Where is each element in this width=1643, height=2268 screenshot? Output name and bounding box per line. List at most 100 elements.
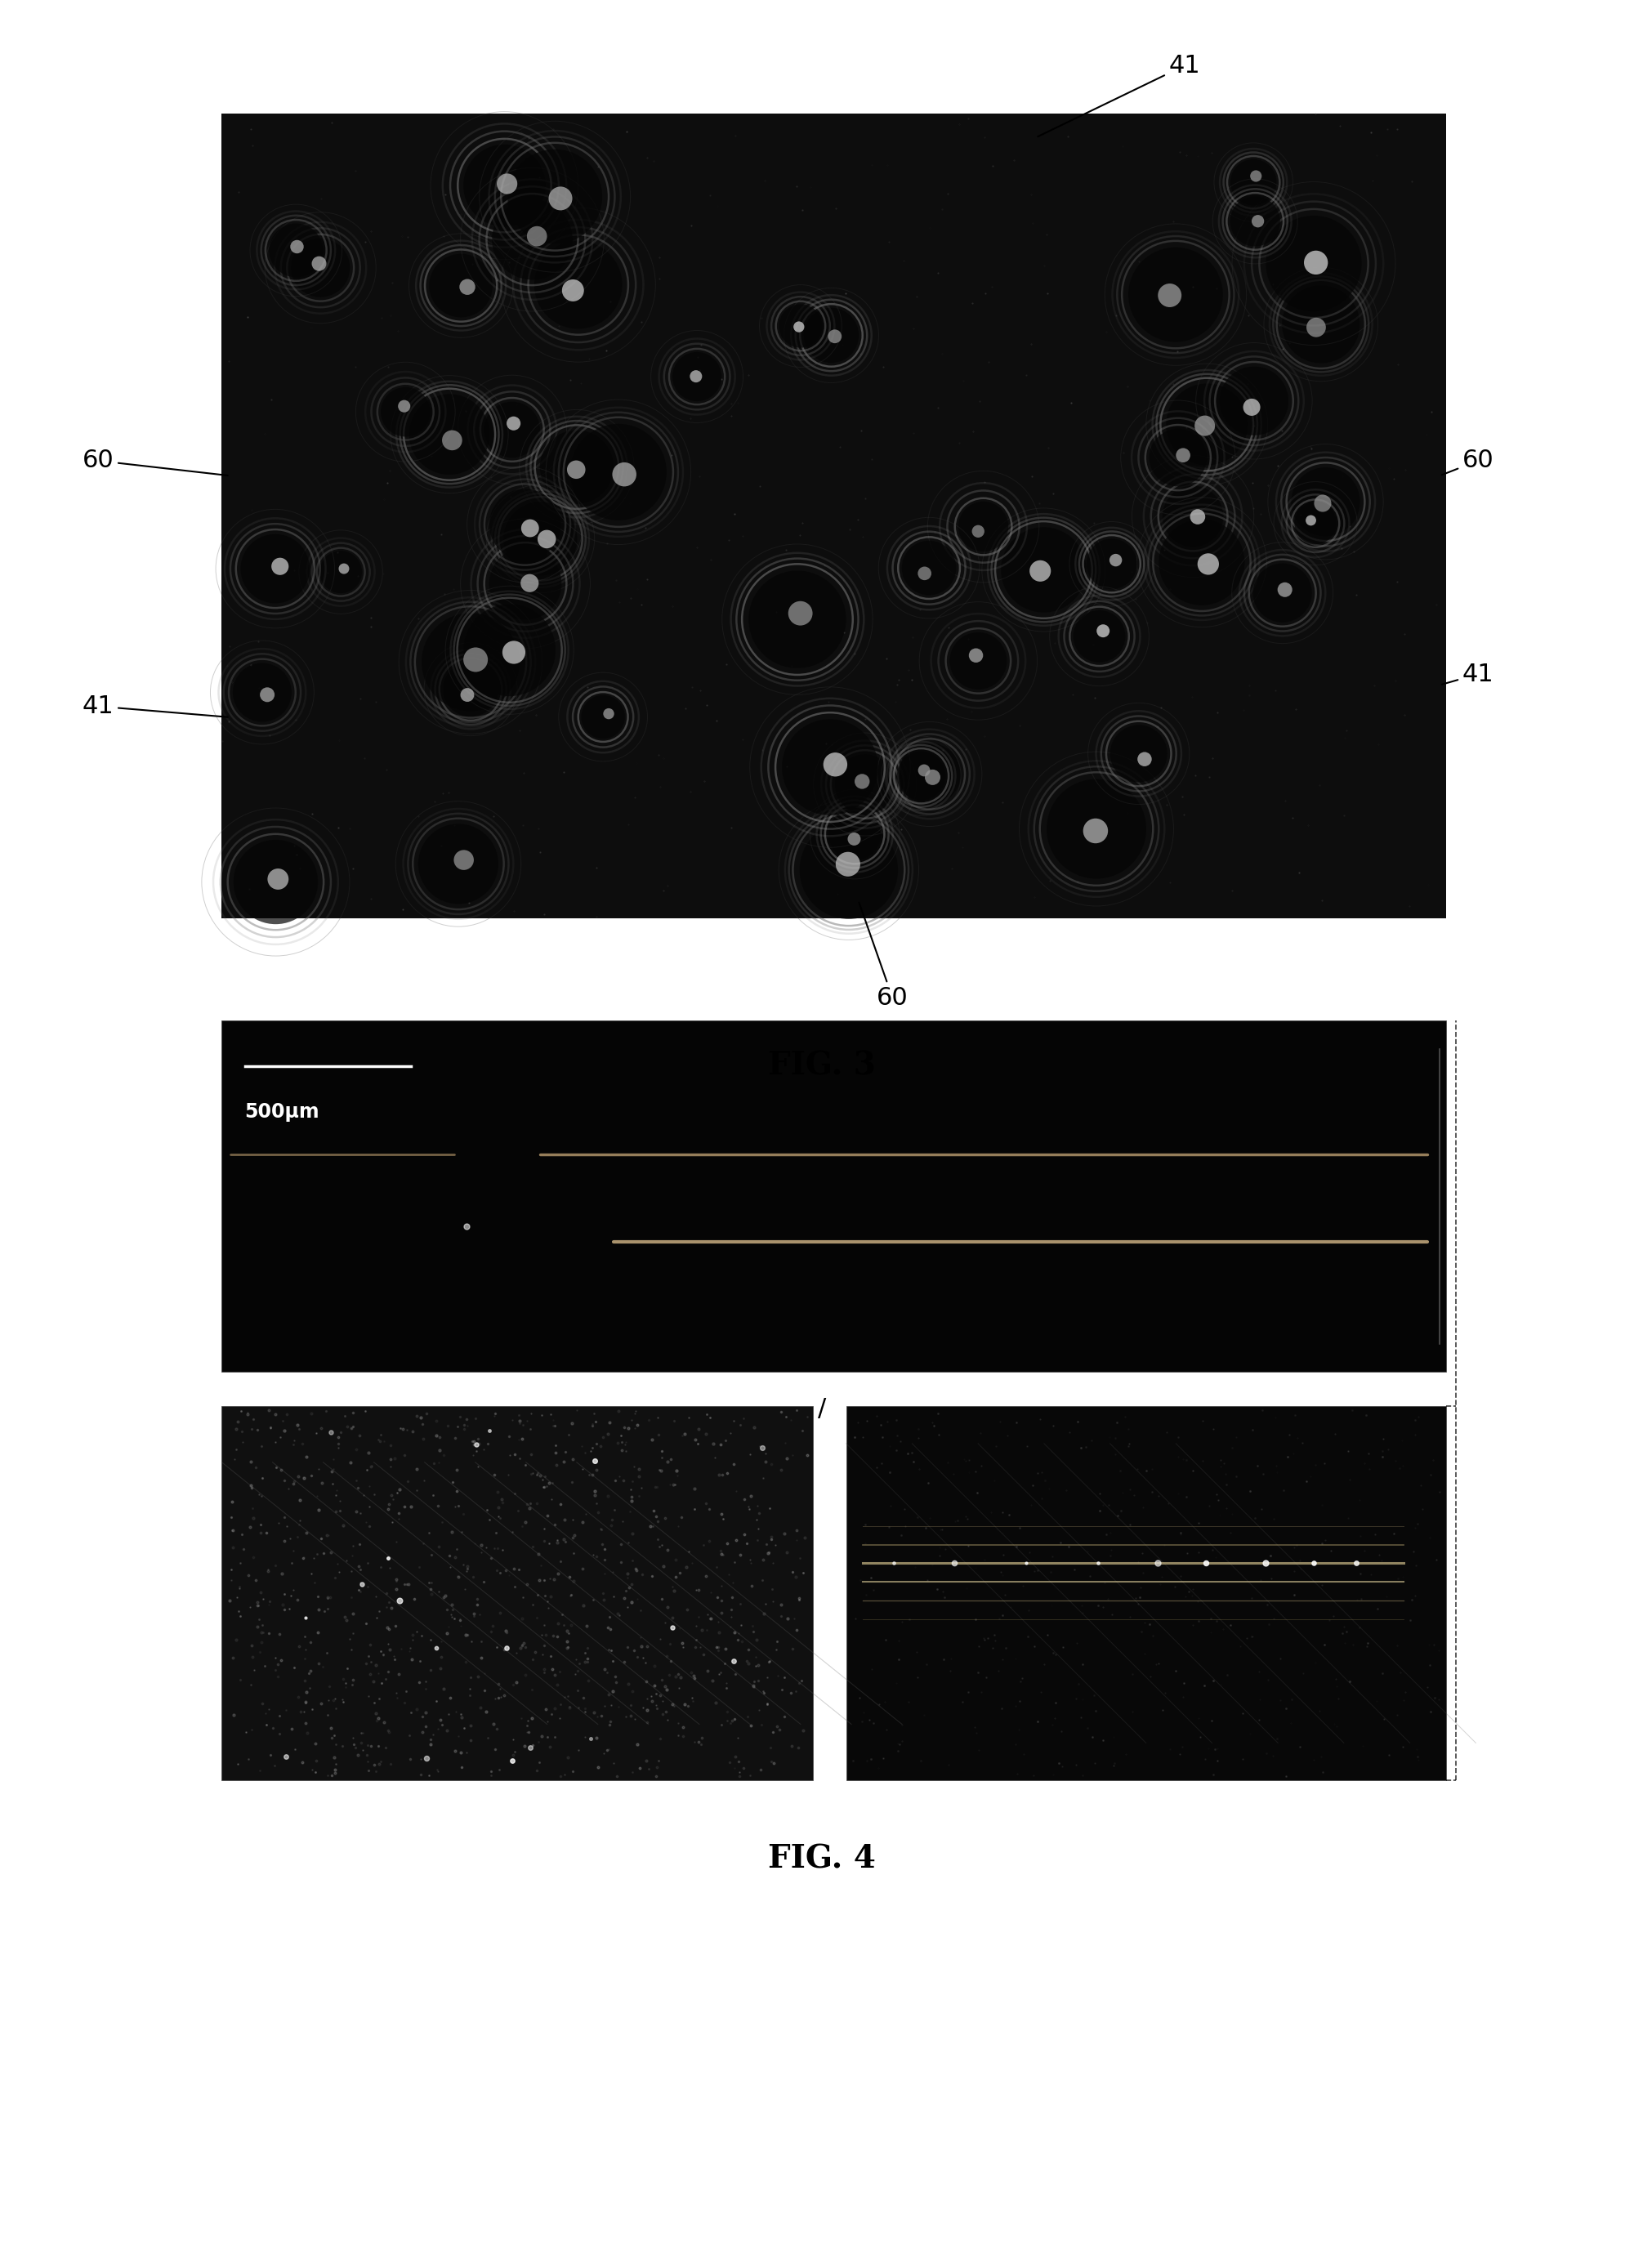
Ellipse shape <box>1109 553 1122 567</box>
Ellipse shape <box>902 540 956 594</box>
Ellipse shape <box>490 490 560 560</box>
Ellipse shape <box>848 832 861 846</box>
Ellipse shape <box>463 145 545 227</box>
Ellipse shape <box>269 225 324 277</box>
Ellipse shape <box>803 308 859 363</box>
Text: 41: 41 <box>82 694 228 719</box>
Text: 41: 41 <box>1038 54 1201 136</box>
Ellipse shape <box>419 823 498 905</box>
Ellipse shape <box>233 662 291 721</box>
Ellipse shape <box>899 744 961 805</box>
Ellipse shape <box>537 531 555 549</box>
Ellipse shape <box>1167 383 1247 465</box>
Ellipse shape <box>835 755 895 814</box>
Ellipse shape <box>291 240 304 254</box>
Ellipse shape <box>918 567 932 581</box>
Ellipse shape <box>534 240 623 329</box>
Ellipse shape <box>1194 415 1216 435</box>
Ellipse shape <box>490 547 562 619</box>
Ellipse shape <box>409 395 490 474</box>
Ellipse shape <box>969 649 983 662</box>
Ellipse shape <box>950 633 1007 689</box>
Ellipse shape <box>442 431 462 451</box>
Ellipse shape <box>1083 819 1107 844</box>
Ellipse shape <box>789 601 813 626</box>
Ellipse shape <box>1231 197 1280 247</box>
Ellipse shape <box>463 603 555 696</box>
Ellipse shape <box>1305 249 1328 274</box>
Ellipse shape <box>1047 780 1147 878</box>
Ellipse shape <box>1295 503 1336 544</box>
Text: 500μm: 500μm <box>245 1102 320 1123</box>
Ellipse shape <box>1163 485 1224 547</box>
Ellipse shape <box>749 572 846 669</box>
Text: 41: 41 <box>1443 662 1493 685</box>
Ellipse shape <box>429 254 493 318</box>
Ellipse shape <box>570 424 667 519</box>
Text: 60: 60 <box>82 449 228 476</box>
Ellipse shape <box>240 535 311 603</box>
Ellipse shape <box>828 807 881 860</box>
Text: FIG. 3: FIG. 3 <box>767 1050 876 1082</box>
Ellipse shape <box>496 175 518 195</box>
Ellipse shape <box>271 558 289 576</box>
Ellipse shape <box>541 431 613 503</box>
Bar <box>846 1406 1446 1780</box>
Ellipse shape <box>1254 562 1311 621</box>
Ellipse shape <box>444 662 498 717</box>
Ellipse shape <box>1244 399 1260 415</box>
Ellipse shape <box>1198 553 1219 574</box>
Bar <box>222 113 1446 919</box>
Ellipse shape <box>690 370 702 383</box>
Ellipse shape <box>398 399 411 413</box>
Ellipse shape <box>260 687 274 703</box>
Ellipse shape <box>897 751 945 801</box>
Ellipse shape <box>1265 215 1362 311</box>
Ellipse shape <box>1219 367 1288 435</box>
Ellipse shape <box>672 352 721 401</box>
Ellipse shape <box>1137 753 1152 767</box>
Ellipse shape <box>567 460 585 479</box>
Ellipse shape <box>1250 170 1262 181</box>
Ellipse shape <box>527 227 547 247</box>
Ellipse shape <box>582 694 624 739</box>
Text: 60: 60 <box>859 903 909 1009</box>
Ellipse shape <box>613 463 636 485</box>
Ellipse shape <box>312 256 327 270</box>
Ellipse shape <box>503 642 526 665</box>
Ellipse shape <box>381 388 430 438</box>
Ellipse shape <box>918 764 930 776</box>
Ellipse shape <box>291 238 350 297</box>
Ellipse shape <box>1073 610 1125 662</box>
Ellipse shape <box>823 753 848 776</box>
Ellipse shape <box>491 200 572 279</box>
Ellipse shape <box>1291 467 1360 535</box>
Bar <box>222 1406 813 1780</box>
Ellipse shape <box>854 773 869 789</box>
Ellipse shape <box>782 719 877 814</box>
Ellipse shape <box>1001 526 1086 612</box>
Ellipse shape <box>973 526 984 538</box>
Ellipse shape <box>1158 519 1245 606</box>
Ellipse shape <box>562 279 583 302</box>
Ellipse shape <box>925 769 940 785</box>
Ellipse shape <box>1111 726 1167 782</box>
Ellipse shape <box>1176 449 1190 463</box>
Ellipse shape <box>485 401 541 458</box>
Ellipse shape <box>1314 494 1331 513</box>
Ellipse shape <box>453 850 473 871</box>
Ellipse shape <box>1306 515 1316 526</box>
Ellipse shape <box>800 821 899 919</box>
Ellipse shape <box>828 329 841 342</box>
Ellipse shape <box>1129 247 1222 342</box>
Ellipse shape <box>1231 159 1277 206</box>
Ellipse shape <box>603 708 614 719</box>
Ellipse shape <box>549 186 572 211</box>
Ellipse shape <box>320 551 361 594</box>
Ellipse shape <box>506 417 521 431</box>
Ellipse shape <box>503 501 577 576</box>
Ellipse shape <box>1148 429 1208 485</box>
Ellipse shape <box>422 612 519 712</box>
Ellipse shape <box>508 150 603 245</box>
Ellipse shape <box>233 839 317 923</box>
